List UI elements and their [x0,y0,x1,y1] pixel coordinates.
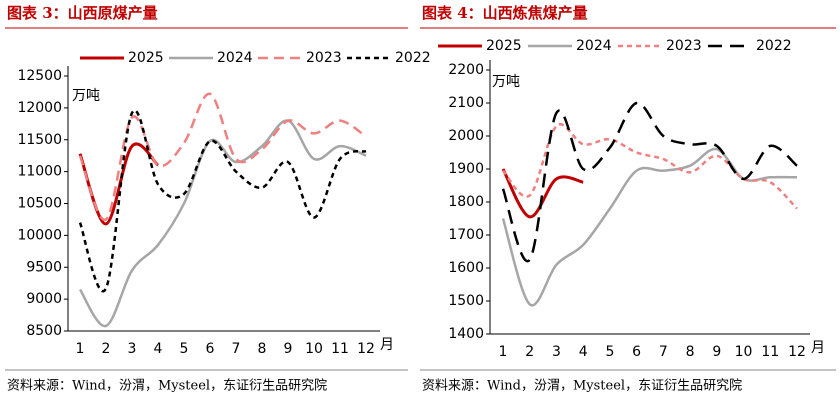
y-tick-label: 2100 [448,95,484,111]
y-tick-label: 2200 [448,62,484,78]
chart-title: 图表 3：山西原煤产量 [7,4,158,22]
x-tick-label: 6 [632,344,641,360]
legend-label: 2022 [756,38,792,54]
x-tick-label: 11 [331,341,349,357]
x-tick-label: 8 [258,341,267,357]
x-tick-label: 3 [552,344,561,360]
y-tick-label: 1900 [448,161,484,177]
x-tick-label: 1 [499,344,508,360]
y-tick-label: 11500 [17,132,62,148]
x-tick-label: 6 [206,341,215,357]
y-tick-label: 10500 [17,196,62,212]
x-tick-label: 7 [232,341,241,357]
legend-label: 2024 [217,50,253,66]
x-tick-label: 8 [686,344,695,360]
x-tick-label: 7 [659,344,668,360]
legend-label: 2023 [306,50,342,66]
x-axis-label: 月 [380,337,394,353]
y-tick-label: 9000 [26,291,62,307]
y-tick-label: 1400 [448,326,484,342]
y-tick-label: 1800 [448,194,484,210]
unit-label: 万吨 [492,74,520,90]
series-line [78,142,160,226]
unit-label: 万吨 [72,88,100,104]
x-tick-label: 12 [788,344,806,360]
y-tick-label: 2000 [448,128,484,144]
x-tick-label: 11 [761,344,779,360]
y-tick-label: 12500 [17,68,62,84]
series-line [502,123,798,210]
series-line [501,168,584,219]
series-line [78,119,367,328]
x-tick-label: 5 [180,341,189,357]
x-tick-label: 4 [154,341,163,357]
series-line [78,92,367,221]
x-tick-label: 3 [128,341,137,357]
legend-label: 2025 [128,50,164,66]
chart-title: 图表 4：山西炼焦煤产量 [422,4,588,22]
source: 资料来源：Wind，汾渭，Mysteel，东证衍生品研究院 [7,379,327,394]
source: 资料来源：Wind，汾渭，Mysteel，东证衍生品研究院 [422,379,742,394]
x-tick-label: 4 [579,344,588,360]
y-tick-label: 12000 [17,100,62,116]
legend-label: 2022 [395,50,431,66]
y-tick-label: 11000 [17,164,62,180]
y-tick-label: 1600 [448,260,484,276]
x-tick-label: 9 [284,341,293,357]
legend-label: 2024 [576,38,612,54]
y-tick-label: 8500 [26,323,62,339]
series-line [78,109,367,293]
x-tick-label: 2 [102,341,111,357]
x-tick-label: 5 [605,344,614,360]
x-tick-label: 10 [735,344,753,360]
x-tick-label: 9 [712,344,721,360]
y-tick-label: 9500 [26,259,62,275]
series-line [501,101,798,263]
y-tick-label: 10000 [17,227,62,243]
x-tick-label: 1 [76,341,85,357]
legend-label: 2023 [666,38,702,54]
legend-label: 2025 [486,38,522,54]
x-tick-label: 12 [357,341,375,357]
y-tick-label: 1500 [448,293,484,309]
y-tick-label: 1700 [448,227,484,243]
x-tick-label: 10 [305,341,323,357]
x-axis-label: 月 [811,340,825,356]
x-tick-label: 2 [525,344,534,360]
